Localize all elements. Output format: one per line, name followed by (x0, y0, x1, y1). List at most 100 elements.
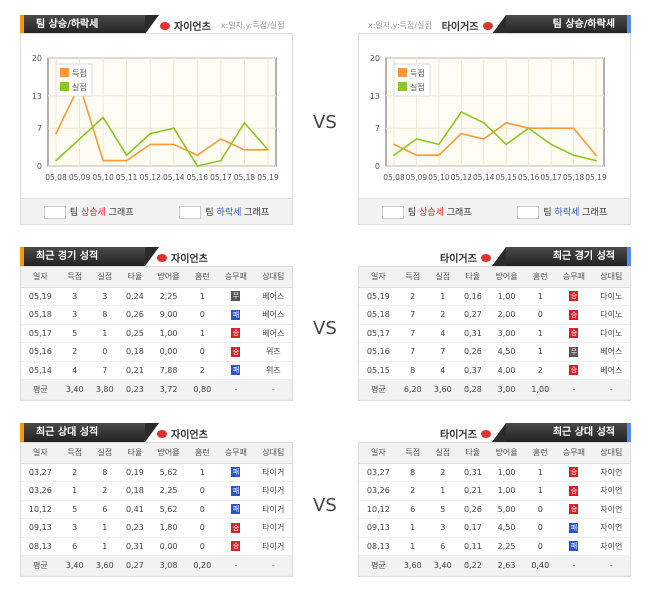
chart-footer: 팀 상승세 그래프 팀 하락세 그래프 (21, 198, 292, 224)
column-header: 실점 (427, 443, 458, 464)
data-point (196, 154, 199, 156)
table-cell: 4,50 (487, 518, 526, 538)
table-cell: 패 (217, 361, 255, 380)
table-cell: 09,13 (359, 518, 398, 538)
table-row: 10,12 5 6 0,41 5,62 0 패 타이거 (21, 500, 292, 519)
x-tick-label: 05,14 (163, 173, 185, 182)
result-badge: 승 (569, 365, 579, 376)
result-badge: 승 (569, 485, 579, 496)
table-cell: 0 (187, 518, 218, 538)
label: 그래프 (244, 207, 270, 218)
data-point (505, 122, 508, 124)
table-cell: 1,80 (149, 518, 188, 538)
column-header: 홈런 (525, 267, 556, 288)
table-cell: 4,50 (487, 342, 526, 362)
trend-label: 상승세 (81, 207, 106, 218)
table-cell: 2 (427, 305, 458, 325)
table-cell: 7 (397, 342, 428, 362)
legend-swatch (60, 82, 69, 91)
table-cell: 6 (427, 537, 458, 556)
table-cell: 1 (89, 537, 120, 556)
table-cell: 0 (187, 305, 218, 325)
stats-table: 일자 득점 실점 타율 방어율 홈런 승무패 상대팀 05,19 3 3 0,24 2,25 1 무 베어스 0… (20, 266, 293, 401)
table-cell: 2 (397, 481, 428, 501)
table-cell: 1,00 (487, 463, 526, 482)
table-cell: 자이언 (592, 518, 630, 538)
table-cell: 05,14 (21, 361, 60, 380)
table-cell: 3,40 (427, 555, 458, 576)
table-cell: 0 (525, 537, 556, 556)
table-cell: 7 (397, 324, 428, 343)
team-name: 자이언츠 (174, 22, 211, 33)
x-tick-label: 05,11 (116, 173, 138, 182)
rising-graph-button[interactable]: 팀 상승세 그래프 (43, 205, 134, 219)
vs-label: VS (313, 318, 337, 339)
table-cell: 3 (427, 518, 458, 538)
result-badge: 승 (569, 328, 579, 339)
table-cell: - (217, 555, 255, 576)
table-section-title: 최근 상대 성적 (20, 423, 159, 442)
x-tick-label: 05,17 (540, 173, 562, 182)
table-cell: 승 (555, 481, 593, 501)
trend-label: 하락세 (216, 207, 242, 218)
table-row: 05,17 7 4 0,31 3,00 1 승 다이노 (359, 324, 630, 343)
table-cell: 0,41 (119, 500, 150, 519)
table-cell: 2 (397, 287, 428, 306)
result-badge: 패 (231, 485, 241, 496)
x-tick-label: 05,18 (563, 173, 585, 182)
table-cell: 베어스 (592, 342, 630, 362)
vs-label: VS (313, 112, 337, 133)
falling-graph-button[interactable]: 팀 하락세 그래프 (517, 205, 607, 219)
y-tick-label: 7 (375, 124, 380, 133)
table-cell: 10,12 (21, 500, 60, 519)
table-cell: 2 (427, 463, 458, 482)
data-point (595, 154, 597, 156)
result-badge: 패 (231, 309, 241, 320)
table-cell: 1 (89, 518, 120, 538)
team-logo-icon (482, 21, 493, 30)
column-header: 일자 (21, 267, 60, 288)
result-badge: 승 (231, 541, 241, 552)
table-cell: 05,18 (359, 305, 398, 325)
table-cell: 05,16 (21, 342, 60, 362)
result-badge: 승 (231, 328, 241, 339)
table-header-row: 일자 득점 실점 타율 방어율 홈런 승무패 상대팀 (359, 267, 630, 288)
data-point (460, 132, 463, 135)
table-cell: 0,26 (119, 305, 150, 325)
table-cell: - (592, 379, 630, 400)
table-cell: 승 (555, 463, 593, 482)
data-point (415, 138, 418, 140)
result-badge: 승 (569, 291, 579, 302)
table-cell: - (555, 379, 593, 400)
data-point (172, 143, 175, 146)
chart-section-title: 팀 상승/하락세 (492, 15, 631, 34)
table-cell: 08,13 (359, 537, 398, 556)
y-tick-label: 13 (370, 92, 380, 101)
column-header: 일자 (21, 443, 60, 464)
label: 그래프 (108, 207, 134, 218)
team-logo-icon (160, 21, 170, 30)
table-cell: 4 (427, 361, 458, 380)
average-row: 평균 3,60 3,40 0,22 2,63 0,40- - (359, 555, 630, 576)
table-row: 05,15 8 4 0,37 4,00 2 승 베어스 (359, 361, 630, 380)
falling-graph-button[interactable]: 팀 하락세 그래프 (179, 205, 269, 219)
y-tick-label: 0 (37, 162, 42, 171)
result-badge: 승 (231, 522, 241, 533)
data-point (125, 154, 128, 156)
x-tick-label: 05,19 (257, 173, 279, 182)
result-badge: 패 (231, 365, 241, 376)
rising-graph-button[interactable]: 팀 상승세 그래프 (381, 205, 472, 219)
table-cell: 2 (59, 463, 90, 482)
data-point (438, 143, 440, 146)
data-point (267, 149, 269, 151)
table-cell: 3,00 (487, 379, 526, 400)
team-name: 자이언츠 (171, 254, 208, 265)
table-cell: 0 (187, 500, 218, 519)
table-cell: 승 (217, 324, 255, 343)
table-row: 09,13 3 1 0,23 1,80 0 승 타이거 (21, 518, 292, 538)
table-cell: 3,60 (427, 379, 458, 400)
column-header: 타율 (119, 267, 150, 288)
table-cell: 0,00 (149, 342, 188, 362)
team-label: 타이거즈 (440, 250, 491, 265)
team-logo-icon (157, 429, 167, 438)
